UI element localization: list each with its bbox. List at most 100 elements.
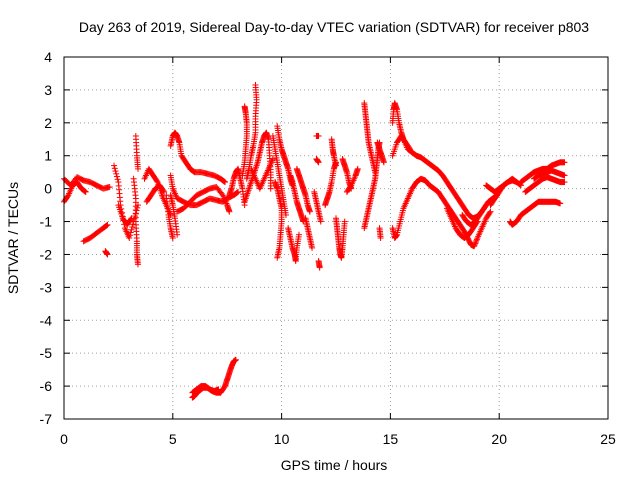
data-point [517, 181, 524, 188]
data-point [218, 190, 225, 197]
data-point [309, 244, 316, 251]
data-point [315, 132, 322, 139]
data-point [113, 173, 120, 180]
y-tick-label: -6 [40, 378, 53, 394]
data-point [190, 168, 197, 175]
data-point [81, 187, 88, 194]
data-point [64, 193, 71, 200]
data-point [226, 208, 233, 215]
data-point [111, 162, 118, 169]
x-tick-label: 15 [383, 431, 399, 447]
data-point [104, 251, 111, 258]
data-point [160, 187, 167, 194]
data-point [473, 237, 480, 244]
data-points [61, 81, 568, 401]
data-point [557, 200, 564, 207]
data-point [486, 209, 493, 216]
data-point [161, 188, 168, 195]
data-point [103, 222, 110, 229]
data-point [341, 218, 348, 225]
data-point [134, 165, 141, 172]
data-point [126, 235, 133, 241]
data-point [561, 179, 568, 186]
data-point [129, 221, 136, 228]
data-point [274, 254, 281, 261]
data-point [106, 183, 113, 190]
data-point [128, 215, 135, 222]
tick-labels: 0 5 10 15 20 25 -7 -6 -5 -4 -3 -2 -1 0 1 2 3 4 [40, 49, 616, 447]
data-point [128, 226, 135, 233]
x-tick-label: 5 [169, 431, 177, 447]
data-point [315, 159, 322, 166]
data-point [233, 190, 240, 197]
y-tick-label: -3 [40, 279, 53, 295]
data-point [347, 183, 354, 190]
data-point [241, 103, 248, 110]
data-point [222, 179, 229, 186]
data-point [215, 386, 222, 393]
data-point [380, 159, 387, 166]
y-tick-label: -7 [40, 411, 53, 427]
data-point [133, 207, 140, 214]
data-point [306, 208, 313, 215]
data-point [377, 235, 384, 241]
data-point [232, 356, 239, 363]
data-point [111, 165, 118, 172]
data-point [114, 176, 121, 183]
data-point [317, 218, 324, 225]
data-point [220, 177, 227, 184]
data-point [127, 229, 134, 236]
data-point [234, 189, 241, 196]
data-point [131, 215, 138, 222]
data-point [406, 146, 413, 153]
y-tick-label: 0 [44, 181, 52, 197]
data-point [561, 172, 568, 179]
y-tick-label: 3 [44, 82, 52, 98]
y-tick-label: 1 [44, 148, 52, 164]
data-point [471, 243, 478, 250]
y-tick-label: -1 [40, 214, 53, 230]
data-point [174, 231, 181, 238]
y-tick-label: -2 [40, 246, 53, 262]
data-point [354, 165, 361, 172]
x-tick-label: 0 [60, 431, 68, 447]
data-point [406, 145, 413, 152]
y-tick-label: 2 [44, 115, 52, 131]
x-tick-label: 10 [274, 431, 290, 447]
y-axis-label: SDTVAR / TECUs [5, 182, 21, 294]
data-point [267, 185, 274, 192]
data-point [316, 264, 323, 271]
y-tick-label: 4 [44, 49, 52, 65]
data-point [129, 224, 136, 231]
data-point [296, 231, 303, 238]
data-point [112, 168, 119, 175]
data-point [269, 156, 276, 163]
data-point [333, 162, 339, 169]
chart-title: Day 263 of 2019, Sidereal Day-to-day VTE… [79, 19, 589, 35]
data-point [104, 221, 111, 228]
data-point [103, 222, 110, 229]
data-point [487, 208, 494, 215]
data-point [134, 261, 141, 268]
data-point [82, 188, 89, 195]
data-point [235, 188, 242, 195]
data-point [473, 236, 480, 243]
data-point [127, 216, 134, 223]
data-point [82, 188, 89, 195]
data-point [252, 81, 259, 88]
data-point [169, 235, 176, 241]
data-point [113, 170, 120, 177]
data-point [561, 159, 568, 166]
data-point [127, 232, 134, 239]
data-point [221, 178, 228, 185]
y-tick-label: -5 [40, 345, 53, 361]
x-tick-label: 25 [600, 431, 616, 447]
data-point [472, 240, 479, 247]
plot-frame [63, 56, 609, 420]
y-tick-label: -4 [40, 312, 53, 328]
x-axis-label: GPS time / hours [281, 457, 388, 473]
data-point [471, 241, 478, 248]
data-point [153, 177, 160, 184]
x-tick-label: 20 [491, 431, 507, 447]
